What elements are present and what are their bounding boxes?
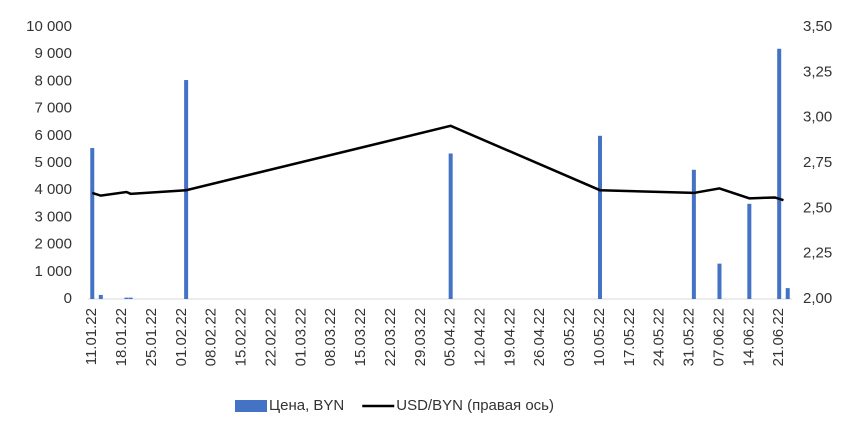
bar	[691, 169, 696, 299]
y-tick-label: 6 000	[34, 127, 72, 144]
x-tick-label: 14.06.22	[740, 308, 757, 366]
y-tick-label: 0	[64, 290, 72, 307]
x-tick-label: 22.03.22	[382, 308, 399, 366]
legend-label: Цена, BYN	[269, 397, 344, 414]
x-tick-label: 12.04.22	[472, 308, 489, 366]
x-tick-label: 19.04.22	[501, 308, 518, 366]
bar	[124, 297, 129, 299]
x-tick-label: 07.06.22	[710, 308, 727, 366]
y2-tick-label: 2,00	[803, 290, 832, 307]
y2-tick-label: 2,25	[803, 245, 832, 262]
x-tick-label: 08.02.22	[203, 308, 220, 366]
bar	[98, 294, 103, 299]
x-tick-label: 21.06.22	[770, 308, 787, 366]
x-tick-label: 03.05.22	[561, 308, 578, 366]
x-tick-label: 15.03.22	[352, 308, 369, 366]
bar	[717, 263, 722, 299]
y2-tick-label: 3,00	[803, 109, 832, 126]
y2-tick-label: 2,50	[803, 199, 832, 216]
y2-tick-label: 3,25	[803, 63, 832, 80]
x-tick-label: 26.04.22	[531, 308, 548, 366]
legend-label: USD/BYN (правая ось)	[396, 397, 554, 414]
x-tick-label: 15.02.22	[233, 308, 250, 366]
x-tick-label: 18.01.22	[113, 308, 130, 366]
x-tick-label: 24.05.22	[651, 308, 668, 366]
y-tick-label: 1 000	[34, 263, 72, 280]
y2-tick-label: 2,75	[803, 154, 832, 171]
x-tick-label: 29.03.22	[412, 308, 429, 366]
x-tick-label: 10.05.22	[591, 308, 608, 366]
x-tick-label: 01.02.22	[173, 308, 190, 366]
y-tick-label: 7 000	[34, 100, 72, 117]
legend-swatch	[235, 400, 267, 412]
y-tick-label: 2 000	[34, 236, 72, 253]
bar	[777, 48, 782, 300]
bar	[128, 297, 133, 299]
x-tick-label: 08.03.22	[322, 308, 339, 366]
x-tick-label: 11.01.22	[83, 308, 100, 365]
x-tick-label: 31.05.22	[681, 308, 698, 366]
line	[91, 124, 784, 202]
x-tick-label: 01.03.22	[292, 308, 309, 366]
x-tick-label: 05.04.22	[442, 308, 459, 366]
bar	[747, 203, 752, 299]
bar	[598, 135, 602, 299]
bar	[785, 288, 790, 299]
y-tick-label: 9 000	[34, 45, 72, 62]
bar	[448, 153, 453, 299]
y-tick-label: 5 000	[34, 154, 72, 171]
x-tick-label: 17.05.22	[621, 308, 638, 366]
x-tick-label: 25.01.22	[143, 308, 160, 366]
y-tick-label: 8 000	[34, 72, 72, 89]
y-tick-label: 3 000	[34, 208, 72, 225]
x-tick-label: 22.02.22	[262, 308, 279, 366]
y-tick-label: 10 000	[26, 18, 72, 35]
y-tick-label: 4 000	[34, 181, 72, 198]
y2-tick-label: 3,50	[803, 18, 832, 35]
bar	[90, 148, 95, 299]
